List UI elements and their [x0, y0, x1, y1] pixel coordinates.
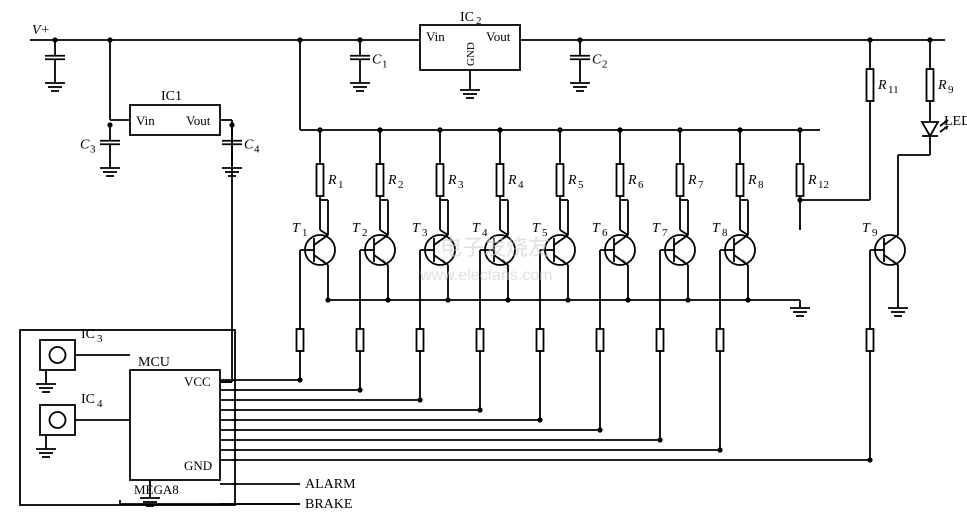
svg-text:8: 8	[722, 227, 728, 239]
svg-text:9: 9	[872, 227, 878, 239]
ic3-label: IC	[81, 327, 95, 342]
svg-text:9: 9	[948, 84, 954, 96]
svg-text:1: 1	[382, 58, 388, 70]
ic2-title: IC	[460, 10, 474, 25]
svg-text:T: T	[712, 221, 721, 236]
transistor-T2-label: T2	[352, 221, 368, 239]
mcu-title: MCU	[138, 355, 170, 370]
res-R1-label: R1	[327, 173, 344, 191]
svg-text:T: T	[412, 221, 421, 236]
svg-text:T: T	[862, 221, 871, 236]
res-R4-label: R4	[507, 173, 524, 191]
svg-text:R: R	[807, 173, 817, 188]
watermark-cn: 电子发烧友	[440, 235, 550, 260]
transistor-T8-label: T8	[712, 221, 728, 239]
svg-text:Vin: Vin	[426, 29, 445, 44]
vplus-label: V+	[32, 23, 50, 38]
svg-text:R: R	[937, 78, 947, 93]
led-label: LED	[944, 114, 967, 129]
svg-text:4: 4	[97, 398, 103, 410]
svg-text:R: R	[627, 173, 637, 188]
svg-text:R: R	[507, 173, 517, 188]
res-R8-label: R8	[747, 173, 764, 191]
transistor-T6-label: T6	[592, 221, 608, 239]
res-R11-label: R11	[877, 78, 899, 96]
ic4-block	[40, 405, 75, 435]
svg-text:3: 3	[90, 143, 96, 155]
svg-text:C: C	[244, 137, 254, 152]
svg-text:T: T	[652, 221, 661, 236]
ic1-title: IC1	[161, 89, 182, 104]
svg-text:C: C	[80, 137, 90, 152]
ic3-block	[40, 340, 75, 370]
svg-text:8: 8	[758, 179, 764, 191]
cap-C4-label: C4	[244, 137, 260, 155]
svg-text:Vout: Vout	[486, 29, 511, 44]
watermark-url: www.elecfans.com	[419, 267, 553, 284]
transistor-T3-label: T3	[412, 221, 428, 239]
svg-text:R: R	[747, 173, 757, 188]
svg-text:7: 7	[698, 179, 704, 191]
res-R2-label: R2	[387, 173, 404, 191]
svg-text:C: C	[592, 52, 602, 67]
svg-text:2: 2	[476, 15, 482, 27]
svg-text:11: 11	[888, 84, 899, 96]
mega8-label: MEGA8	[134, 482, 179, 497]
alarm-label: ALARM	[305, 477, 356, 492]
svg-text:C: C	[372, 52, 382, 67]
svg-text:R: R	[877, 78, 887, 93]
svg-text:T: T	[592, 221, 601, 236]
svg-text:VCC: VCC	[184, 374, 211, 389]
svg-text:5: 5	[578, 179, 584, 191]
transistor-T1-label: T1	[292, 221, 308, 239]
svg-text:4: 4	[254, 143, 260, 155]
svg-text:R: R	[387, 173, 397, 188]
svg-text:3: 3	[97, 333, 103, 345]
svg-text:4: 4	[518, 179, 524, 191]
svg-text:R: R	[687, 173, 697, 188]
svg-text:12: 12	[818, 179, 829, 191]
brake-label: BRAKE	[305, 497, 352, 512]
svg-text:GND: GND	[184, 458, 212, 473]
svg-text:Vout: Vout	[186, 113, 211, 128]
svg-text:3: 3	[422, 227, 428, 239]
svg-text:6: 6	[638, 179, 644, 191]
svg-text:2: 2	[602, 58, 608, 70]
svg-text:GND: GND	[465, 42, 477, 66]
res-R12-label: R12	[807, 173, 829, 191]
controller-enclosure	[20, 330, 235, 505]
cap-C2-label: C2	[592, 52, 608, 70]
svg-text:7: 7	[662, 227, 668, 239]
svg-text:2: 2	[362, 227, 368, 239]
res-R5-label: R5	[567, 173, 584, 191]
transistor-T7-label: T7	[652, 221, 668, 239]
svg-text:R: R	[327, 173, 337, 188]
svg-text:T: T	[532, 221, 541, 236]
transistor-T9-label: T9	[862, 221, 878, 239]
svg-text:T: T	[472, 221, 481, 236]
res-R7-label: R7	[687, 173, 704, 191]
svg-text:1: 1	[338, 179, 344, 191]
res-R3-label: R3	[447, 173, 464, 191]
svg-text:1: 1	[302, 227, 308, 239]
svg-text:R: R	[447, 173, 457, 188]
res-R9-label: R9	[937, 78, 954, 96]
svg-text:6: 6	[602, 227, 608, 239]
svg-text:3: 3	[458, 179, 464, 191]
ic4-label: IC	[81, 392, 95, 407]
res-R6-label: R6	[627, 173, 644, 191]
svg-text:R: R	[567, 173, 577, 188]
svg-text:Vin: Vin	[136, 113, 155, 128]
svg-text:T: T	[292, 221, 301, 236]
cap-C1-label: C1	[372, 52, 388, 70]
svg-text:T: T	[352, 221, 361, 236]
cap-C3-label: C3	[80, 137, 96, 155]
svg-text:2: 2	[398, 179, 404, 191]
